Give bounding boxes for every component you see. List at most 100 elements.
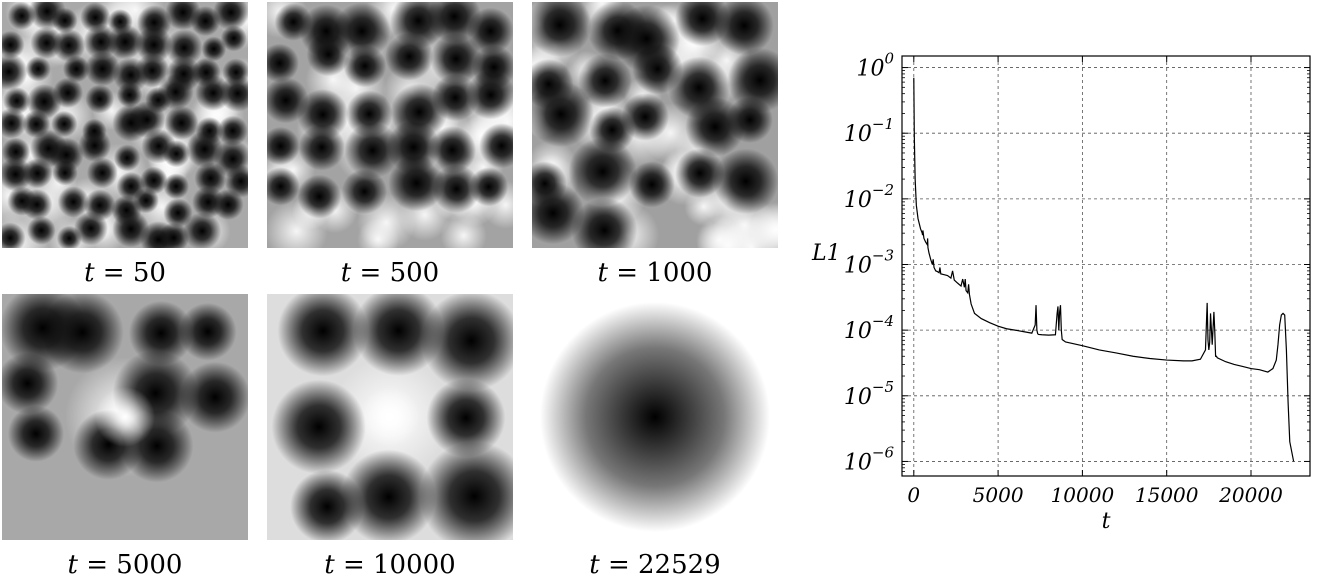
dark-spot — [162, 140, 190, 168]
dark-spot — [353, 294, 444, 376]
dark-spot — [385, 32, 434, 81]
dark-spot — [107, 24, 143, 60]
dark-spot — [674, 2, 730, 47]
dark-spot — [84, 51, 121, 87]
dark-spot — [52, 160, 78, 186]
panel-t-22529 — [532, 294, 778, 540]
dark-spot — [157, 73, 194, 110]
dark-spot — [2, 107, 27, 139]
dark-spot — [128, 101, 166, 139]
field-image — [2, 294, 248, 540]
dark-spot — [83, 24, 119, 60]
y-axis-label: L1 — [811, 241, 841, 266]
dark-spot — [86, 157, 118, 189]
dark-spot — [21, 188, 53, 221]
dark-spot — [426, 378, 506, 458]
dark-spot — [116, 82, 143, 108]
caption-t-500: t = 500 — [340, 258, 440, 288]
panel-t-1000 — [532, 2, 778, 248]
dark-spot — [128, 300, 194, 366]
dark-spot — [306, 32, 351, 77]
dark-spot — [190, 6, 221, 37]
dark-spot — [163, 198, 193, 228]
dark-spot — [341, 169, 388, 215]
dark-core — [540, 302, 770, 532]
dark-spot — [267, 126, 300, 166]
dark-spot — [421, 294, 513, 391]
field-image — [532, 2, 778, 248]
dark-spot — [7, 405, 65, 462]
dark-spot — [2, 352, 59, 415]
dark-spot — [135, 26, 173, 64]
dark-spot — [388, 154, 445, 212]
dark-spot — [267, 167, 300, 206]
y-tick-label: 10−6 — [844, 443, 895, 475]
dark-spot — [164, 105, 199, 140]
dark-spot — [532, 80, 594, 148]
dark-spot — [212, 2, 248, 31]
dark-spot — [343, 44, 387, 88]
x-tick-label: 10000 — [1051, 483, 1115, 507]
dark-spot — [727, 47, 778, 113]
field-image — [532, 294, 778, 540]
dark-spot — [271, 379, 367, 475]
dark-spot — [341, 449, 437, 540]
dark-spot — [78, 129, 112, 162]
dark-spot — [713, 148, 778, 215]
dark-spot — [297, 174, 342, 219]
series-line — [913, 77, 1295, 462]
dark-spot — [714, 2, 774, 56]
dark-spot — [113, 144, 141, 172]
dark-spot — [26, 216, 56, 245]
dark-spot — [212, 189, 244, 220]
dark-spot — [298, 124, 345, 171]
dark-spot — [628, 161, 675, 208]
panel-t-50 — [2, 2, 248, 248]
dark-spot — [726, 96, 773, 143]
dark-spot — [163, 173, 190, 200]
caption-t-1000: t = 1000 — [597, 258, 713, 288]
y-tick-label: 10−4 — [844, 312, 894, 344]
dark-spot — [165, 29, 203, 67]
dark-spot — [135, 53, 170, 88]
caption-t-10000: t = 10000 — [324, 550, 456, 580]
dark-spot — [466, 70, 513, 120]
dark-spot — [51, 110, 78, 138]
dark-spot — [201, 36, 227, 62]
panel-t-5000 — [2, 294, 248, 540]
dark-spot — [183, 212, 222, 248]
caption-t-22529: t = 22529 — [589, 550, 721, 580]
dark-spot — [2, 52, 28, 91]
dark-spot — [621, 93, 670, 141]
dark-spot — [532, 181, 585, 245]
dark-spot — [73, 211, 108, 246]
field-image — [2, 2, 248, 248]
dark-spot — [194, 162, 227, 195]
dark-spot — [277, 294, 369, 377]
x-tick-label: 15000 — [1135, 483, 1199, 507]
x-tick-label: 0 — [907, 483, 920, 507]
y-tick-label: 10−2 — [844, 181, 894, 213]
caption-t-50: t = 50 — [84, 258, 166, 288]
dark-spot — [568, 137, 637, 206]
dark-spot — [57, 186, 90, 218]
dark-spot — [578, 53, 633, 108]
y-tick-label: 10−3 — [844, 246, 894, 278]
dark-spot — [469, 167, 509, 207]
dark-spot — [52, 77, 84, 109]
dark-spot — [179, 361, 248, 433]
dark-spot — [267, 43, 299, 83]
dark-spot — [428, 126, 477, 174]
dark-spot — [467, 7, 513, 55]
panel-t-10000 — [267, 294, 513, 540]
dark-spot — [432, 164, 481, 214]
dark-spot — [220, 25, 247, 52]
dark-spot — [52, 7, 78, 34]
field-image — [267, 2, 513, 248]
dark-spot — [178, 302, 237, 361]
chart-svg: 0 5000 10000 15000 20000 100 10−1 10−2 10−3 10−4 1… — [811, 50, 1311, 534]
y-tick-label: 100 — [856, 50, 894, 82]
dark-spot — [62, 55, 90, 83]
dark-spot — [85, 84, 115, 114]
x-axis-label: t — [1102, 509, 1111, 534]
